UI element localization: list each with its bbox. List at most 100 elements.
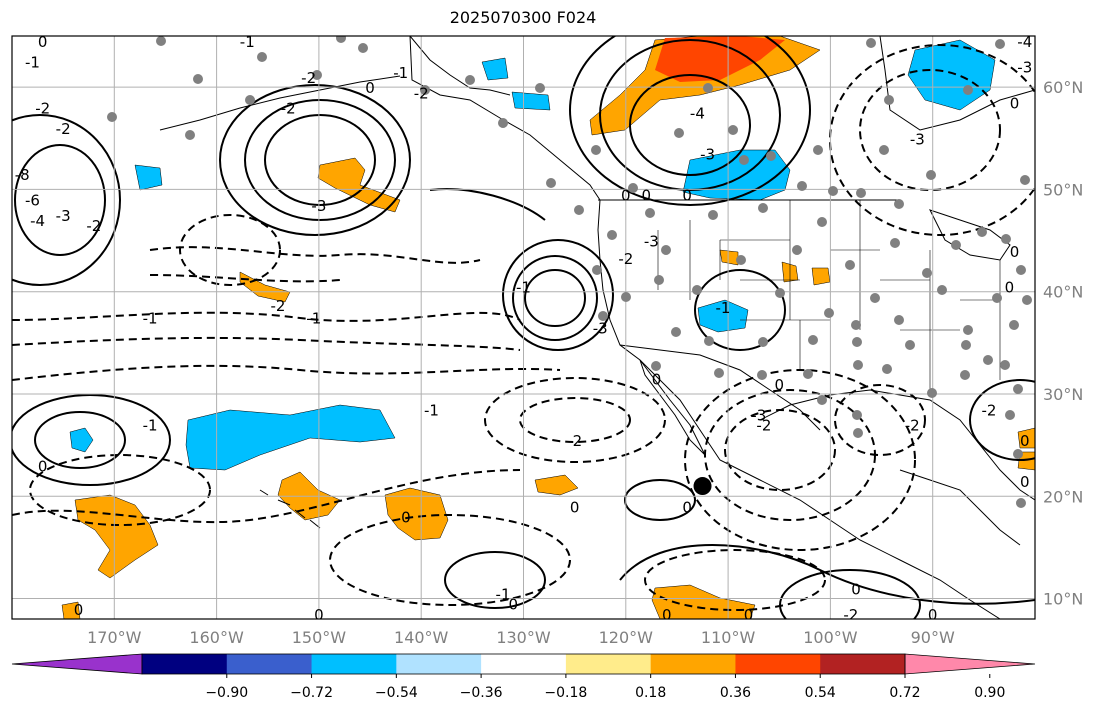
station-dot bbox=[1000, 360, 1010, 370]
contour-label: -3 bbox=[910, 130, 925, 148]
great-lakes bbox=[929, 209, 1011, 261]
contour-label: 0 bbox=[774, 376, 784, 394]
station-dot bbox=[739, 155, 749, 165]
contour-label: -1 bbox=[143, 309, 158, 327]
longitude-tick-labels: 170°W 160°W 150°W 140°W 130°W 120°W 110°W 100°W… bbox=[87, 628, 955, 647]
contour-line bbox=[829, 44, 1035, 236]
station-dot bbox=[879, 145, 889, 155]
map-frame bbox=[11, 35, 1036, 620]
station-dot bbox=[922, 268, 932, 278]
contour-line bbox=[12, 311, 521, 322]
station-dot bbox=[852, 337, 862, 347]
contour-label: 0 bbox=[314, 606, 324, 624]
contour-line bbox=[629, 74, 751, 176]
station-dot bbox=[107, 112, 117, 122]
station-dot bbox=[546, 178, 556, 188]
contour-label: -3 bbox=[56, 207, 71, 225]
station-dot bbox=[245, 95, 255, 105]
colorbar-tick-label: 0.72 bbox=[889, 685, 920, 701]
station-dot bbox=[607, 230, 617, 240]
contour-label: -2 bbox=[301, 69, 316, 87]
contour-line bbox=[179, 214, 281, 286]
colorbar-tick-label: −0.54 bbox=[375, 685, 418, 701]
positive-anomaly-region bbox=[61, 601, 81, 619]
longitude-tick-label: 120°W bbox=[599, 628, 654, 647]
state-border bbox=[657, 200, 1001, 390]
contour-label: 0 bbox=[38, 33, 48, 51]
longitude-tick-label: 130°W bbox=[496, 628, 551, 647]
contour-label: 0 bbox=[38, 458, 48, 476]
station-dot bbox=[977, 227, 987, 237]
longitude-tick-label: 150°W bbox=[292, 628, 347, 647]
coastlines bbox=[159, 36, 1035, 619]
colorbar-tick-label: 0.90 bbox=[974, 685, 1005, 701]
latitude-tick-label: 20°N bbox=[1043, 487, 1083, 506]
contour-label: -1 bbox=[393, 64, 408, 82]
contour-label: -2 bbox=[618, 250, 633, 268]
colorbar-tick-label: −0.72 bbox=[290, 685, 333, 701]
contour-line bbox=[524, 269, 586, 327]
contour-label: 0 bbox=[1010, 94, 1020, 112]
station-dot bbox=[856, 188, 866, 198]
station-dot bbox=[961, 340, 971, 350]
contour-line bbox=[519, 397, 631, 443]
contour-line bbox=[599, 39, 781, 191]
contour-line bbox=[444, 551, 546, 609]
station-dot bbox=[1013, 384, 1023, 394]
contour-line bbox=[484, 377, 666, 463]
station-dot bbox=[465, 75, 475, 85]
contour-label: -3 bbox=[700, 146, 715, 164]
contour-label: -6 bbox=[25, 192, 40, 210]
positive-anomaly-region bbox=[534, 474, 579, 496]
colorbar-segment bbox=[650, 654, 736, 674]
station-dot bbox=[882, 364, 892, 374]
contour-label: -2 bbox=[756, 417, 771, 435]
station-dot bbox=[621, 292, 631, 302]
station-dot bbox=[358, 43, 368, 53]
contour-label: -3 bbox=[593, 320, 608, 338]
contour-label: 0 bbox=[1010, 243, 1020, 261]
station-dots bbox=[107, 36, 1032, 508]
station-dot bbox=[951, 240, 961, 250]
colorbar-tick-label: −0.90 bbox=[205, 685, 248, 701]
station-dot bbox=[813, 145, 823, 155]
station-dot bbox=[817, 395, 827, 405]
station-dot bbox=[828, 186, 838, 196]
contour-label: -1 bbox=[306, 309, 321, 327]
latitude-tick-label: 40°N bbox=[1043, 283, 1083, 302]
contour-label: 0 bbox=[74, 601, 84, 619]
station-dot bbox=[651, 361, 661, 371]
negative-anomaly-region bbox=[697, 299, 749, 333]
contour-label: -3 bbox=[1017, 59, 1032, 77]
contour-label: -2 bbox=[86, 217, 101, 235]
latitude-tick-label: 10°N bbox=[1043, 590, 1083, 609]
positive-anomaly-region bbox=[719, 249, 739, 266]
contour-label: 0 bbox=[662, 606, 672, 624]
station-dot bbox=[645, 208, 655, 218]
map-title: 2025070300 F024 bbox=[449, 8, 597, 27]
station-dot bbox=[824, 308, 834, 318]
contour-line bbox=[12, 364, 561, 381]
station-dot bbox=[797, 181, 807, 191]
contour-label: 0 bbox=[641, 187, 651, 205]
colorbar: −0.90 −0.72 −0.54 −0.36 −0.18 0.18 0.36 0.54 0.7… bbox=[11, 653, 1036, 701]
contour-line bbox=[149, 274, 341, 283]
contour-label: -1 bbox=[25, 54, 40, 72]
station-dot bbox=[866, 38, 876, 48]
aleutian-islands bbox=[159, 75, 401, 131]
station-dot bbox=[817, 217, 827, 227]
longitude-tick-label: 140°W bbox=[394, 628, 449, 647]
station-dot bbox=[757, 370, 767, 380]
station-dot bbox=[1009, 320, 1019, 330]
contour-label: -1 bbox=[424, 401, 439, 419]
station-dot bbox=[963, 85, 973, 95]
contour-line bbox=[512, 255, 598, 341]
positive-anomaly-region bbox=[1017, 427, 1035, 449]
colorbar-tick-label: −0.18 bbox=[544, 685, 587, 701]
contour-label: -4 bbox=[690, 105, 705, 123]
station-dot bbox=[1016, 498, 1026, 508]
station-dot bbox=[905, 340, 915, 350]
gulf-of-mexico-coastline bbox=[759, 389, 1035, 501]
station-dot bbox=[312, 70, 322, 80]
